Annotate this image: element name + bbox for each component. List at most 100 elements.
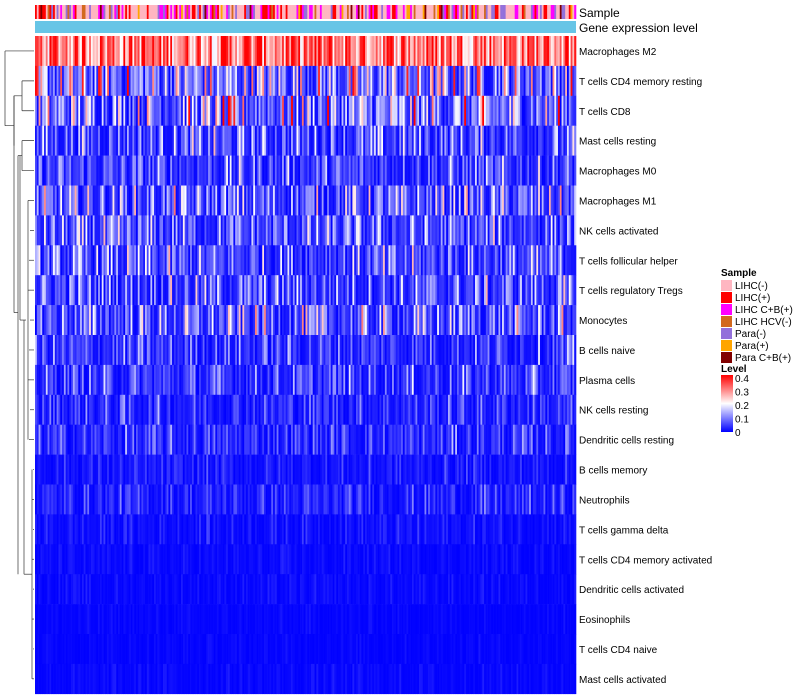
heatmap-cell [69,305,72,336]
sample-annotation-cell [368,5,371,19]
heatmap-cell [285,155,288,186]
sample-annotation-cell [487,5,490,19]
heatmap-cell [395,95,398,126]
heatmap-cell [81,36,84,67]
heatmap-cell [397,215,400,246]
heatmap-cell [157,65,160,97]
heatmap-cell [552,36,555,67]
heatmap-cell [471,215,474,246]
heatmap-cell [534,424,537,455]
heatmap-cell [428,275,431,306]
heatmap-cell [182,305,185,336]
heatmap-cell [67,95,70,126]
heatmap-cell [386,65,389,97]
heatmap-cell [327,305,330,336]
sample-annotation-cell [514,5,517,19]
heatmap-cell [539,215,543,246]
heatmap-cell [447,65,451,97]
heatmap-cell [224,424,227,455]
heatmap-cell [175,394,178,425]
heatmap-cell [199,364,202,396]
heatmap-cell [503,215,506,246]
heatmap-cell [406,275,409,306]
heatmap-cell [253,125,256,156]
heatmap-cell [291,185,294,216]
heatmap-cell [90,424,93,455]
heatmap-cell [222,36,225,67]
heatmap-cell [204,215,207,246]
heatmap-cell [309,36,312,67]
heatmap-cell [557,245,561,276]
heatmap-cell [294,125,297,156]
sample-annotation-cell [141,5,144,19]
heatmap-cell [114,36,117,67]
heatmap-cell [359,125,362,156]
heatmap-cell [260,95,263,126]
heatmap-cell [574,305,577,336]
heatmap-cell [366,36,369,67]
heatmap-cell [301,275,304,306]
heatmap-cell [521,65,524,97]
heatmap-cell [244,245,247,276]
heatmap-cell [62,65,65,97]
heatmap-cell [572,424,575,455]
heatmap-cell [314,36,317,67]
heatmap-cell [87,364,90,396]
heatmap-cell [384,95,387,126]
heatmap-cell [397,454,400,485]
sample-annotation-cell [152,5,155,19]
heatmap-cell [49,484,52,515]
heatmap-cell [494,215,497,246]
heatmap-cell [473,155,476,186]
heatmap-cell [119,95,122,126]
heatmap-cell [383,155,386,186]
heatmap-cell [260,275,263,306]
heatmap-cell [372,394,375,425]
heatmap-cell [379,275,382,306]
heatmap-cell [262,95,265,126]
heatmap-cell [523,215,526,246]
heatmap-cell [319,454,323,485]
heatmap-cell [71,335,74,366]
heatmap-cell [233,36,236,67]
sample-annotation-cell [184,5,187,19]
heatmap-cell [40,424,43,455]
heatmap-cell [345,65,348,97]
heatmap-cell [98,484,101,515]
heatmap-cell [366,215,369,246]
heatmap-cell [426,424,429,455]
heatmap-cell [435,185,438,216]
heatmap-cell [245,36,249,67]
heatmap-cell [148,125,151,156]
heatmap-cell [114,454,117,485]
heatmap-cell [453,335,456,366]
heatmap-cell [505,364,508,396]
sample-annotation-cell [532,5,535,19]
heatmap-cell [476,95,479,126]
heatmap-cell [415,65,418,97]
heatmap-cell [190,155,193,186]
heatmap-cell [110,65,113,97]
heatmap-cell [363,424,366,455]
heatmap-cell [251,36,254,67]
heatmap-cell [493,305,496,336]
heatmap-cell [368,275,371,306]
heatmap-cell [350,185,353,216]
heatmap-cell [485,215,488,246]
heatmap-cell [545,275,548,306]
heatmap-cell [460,36,463,67]
sample-annotation-cell [464,5,467,19]
heatmap-cell [482,424,485,455]
heatmap-cell [464,155,467,186]
heatmap-cell [505,454,508,485]
heatmap-cell [487,125,490,156]
heatmap-cell [92,245,95,276]
heatmap-cell [49,335,52,366]
heatmap-cell [413,125,416,156]
heatmap-cell [570,36,573,67]
heatmap-cell [444,394,447,425]
heatmap-cell [557,215,561,246]
sample-annotation-cell [291,5,294,19]
heatmap-cell [264,36,267,67]
heatmap-cell [103,185,106,216]
